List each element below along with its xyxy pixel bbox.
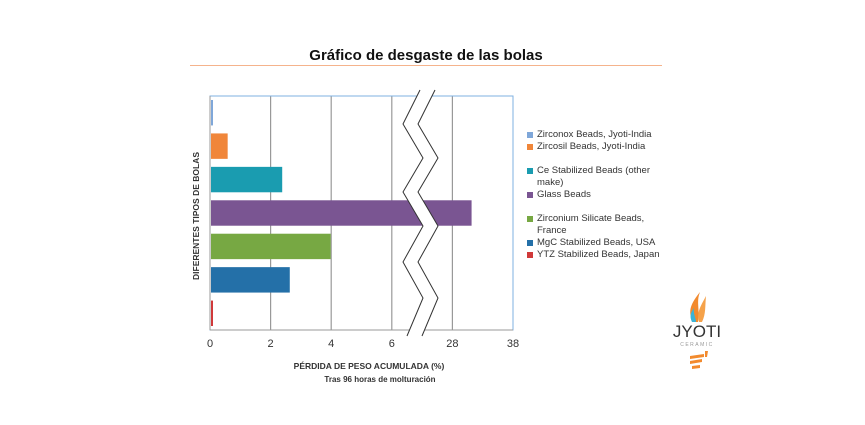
logo-text: JYOTI — [672, 322, 722, 341]
bar-7 — [211, 300, 213, 326]
legend-label: Zirconium Silicate Beads, France — [537, 213, 645, 236]
legend-swatch — [527, 132, 533, 138]
legend-item: YTZ Stabilized Beads, Japan — [527, 249, 667, 261]
chart-title: Gráfico de desgaste de las bolas — [309, 47, 543, 64]
axis-break-line-right — [417, 89, 439, 337]
legend-label: MgC Stabilized Beads, USA — [537, 237, 656, 248]
x-tick-label: 2 — [268, 338, 274, 350]
legend-swatch — [527, 192, 533, 198]
legend-label: Ce Stabilized Beads (other make) — [537, 165, 651, 188]
legend-label: Glass Beads — [537, 189, 591, 200]
bar-6 — [211, 267, 290, 293]
flame-icon — [690, 292, 708, 369]
legend: Zirconox Beads, Jyoti-India Zircosil Bead… — [527, 129, 667, 261]
y-axis-label: DIFERENTES TIPOS DE BOLAS — [191, 152, 201, 280]
x-tick-label: 6 — [389, 338, 395, 350]
legend-item: Zircosil Beads, Jyoti-India — [527, 141, 667, 153]
legend-swatch — [527, 252, 533, 258]
bar-2 — [211, 133, 228, 159]
legend-swatch — [527, 216, 533, 222]
legend-item: Ce Stabilized Beads (other make) — [527, 165, 667, 189]
x-tick-label: 38 — [507, 338, 519, 350]
x-tick-label: 4 — [328, 338, 334, 350]
legend-label: Zircosil Beads, Jyoti-India — [537, 141, 646, 152]
bar-3 — [211, 166, 283, 193]
title-divider — [190, 65, 662, 66]
legend-item: Zirconox Beads, Jyoti-India — [527, 129, 667, 141]
x-tick-label: 0 — [207, 338, 213, 350]
bar-5 — [211, 233, 331, 260]
x-tick-label: 28 — [446, 338, 458, 350]
legend-swatch — [527, 168, 533, 174]
legend-item: MgC Stabilized Beads, USA — [527, 237, 667, 249]
jyoti-logo: JYOTI CERAMIC — [672, 288, 722, 378]
legend-item: Glass Beads — [527, 189, 667, 201]
legend-label: Zirconox Beads, Jyoti-India — [537, 129, 652, 140]
legend-swatch — [527, 240, 533, 246]
x-axis-label: PÉRDIDA DE PESO ACUMULADA (%) — [294, 361, 445, 371]
axis-break-band — [403, 90, 438, 336]
legend-label: YTZ Stabilized Beads, Japan — [537, 249, 660, 260]
bar-1 — [211, 100, 213, 126]
legend-swatch — [527, 144, 533, 150]
x-axis-sublabel: Tras 96 horas de molturación — [324, 375, 435, 384]
logo-subtext: CERAMIC — [680, 342, 714, 348]
axis-break-line-left — [402, 89, 424, 337]
legend-item: Zirconium Silicate Beads, France — [527, 213, 667, 237]
